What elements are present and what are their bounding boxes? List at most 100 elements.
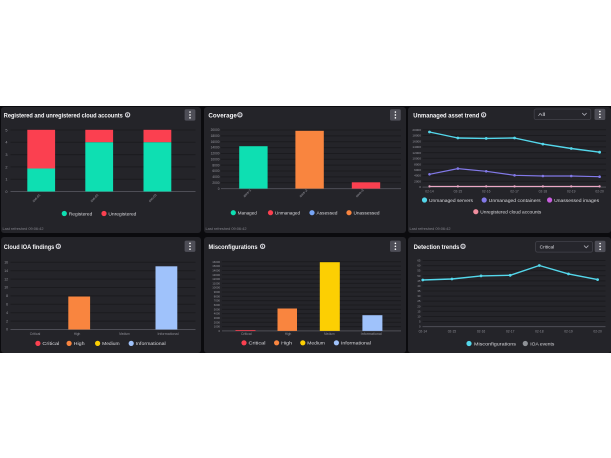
svg-text:8: 8 bbox=[6, 294, 8, 298]
svg-text:25: 25 bbox=[417, 299, 421, 303]
svg-text:50: 50 bbox=[417, 274, 421, 278]
svg-text:12: 12 bbox=[4, 277, 8, 281]
svg-text:6000: 6000 bbox=[214, 303, 221, 307]
svg-text:Medium: Medium bbox=[307, 341, 325, 347]
svg-text:Informational: Informational bbox=[361, 332, 382, 336]
svg-text:0: 0 bbox=[419, 325, 421, 329]
svg-text:0: 0 bbox=[218, 329, 220, 333]
svg-text:15: 15 bbox=[417, 309, 421, 313]
svg-text:11000: 11000 bbox=[212, 281, 220, 285]
svg-text:aws-3: aws-3 bbox=[355, 188, 365, 198]
svg-text:14000: 14000 bbox=[412, 145, 421, 149]
svg-text:02-19: 02-19 bbox=[567, 189, 576, 193]
svg-text:6000: 6000 bbox=[212, 169, 219, 173]
svg-text:16000: 16000 bbox=[211, 140, 220, 144]
svg-text:aws-1: aws-1 bbox=[242, 188, 252, 198]
svg-text:Unmanaged: Unmanaged bbox=[275, 210, 300, 216]
svg-text:10: 10 bbox=[4, 286, 8, 290]
svg-text:Registered: Registered bbox=[69, 211, 93, 217]
svg-text:9000: 9000 bbox=[214, 290, 221, 294]
svg-text:Medium: Medium bbox=[119, 332, 130, 336]
svg-text:Critical: Critical bbox=[249, 341, 266, 347]
svg-text:aws-02: aws-02 bbox=[90, 193, 100, 203]
svg-text:16: 16 bbox=[4, 261, 8, 265]
svg-text:12000: 12000 bbox=[412, 151, 421, 155]
svg-text:IOA events: IOA events bbox=[530, 341, 555, 347]
svg-text:14000: 14000 bbox=[211, 146, 220, 150]
svg-text:45: 45 bbox=[417, 279, 421, 283]
svg-text:16000: 16000 bbox=[212, 260, 220, 264]
svg-text:8000: 8000 bbox=[212, 163, 219, 167]
svg-text:Critical: Critical bbox=[540, 245, 555, 250]
svg-text:6: 6 bbox=[6, 303, 8, 307]
svg-text:20000: 20000 bbox=[412, 128, 421, 132]
svg-text:Unmanaged containers: Unmanaged containers bbox=[489, 198, 542, 204]
svg-text:Coverage: Coverage bbox=[208, 112, 237, 119]
svg-text:5000: 5000 bbox=[214, 307, 221, 311]
svg-text:Critical: Critical bbox=[42, 341, 59, 347]
svg-text:High: High bbox=[281, 341, 292, 347]
svg-text:13000: 13000 bbox=[212, 273, 220, 277]
svg-text:High: High bbox=[285, 332, 292, 336]
svg-text:7000: 7000 bbox=[214, 299, 221, 303]
svg-text:02-18: 02-18 bbox=[539, 189, 548, 193]
svg-text:5: 5 bbox=[419, 320, 421, 324]
svg-text:0: 0 bbox=[5, 190, 7, 194]
svg-text:02-20: 02-20 bbox=[593, 329, 602, 333]
svg-text:Informational: Informational bbox=[341, 341, 371, 347]
svg-text:Misconfigurations: Misconfigurations bbox=[474, 341, 517, 347]
svg-text:02-17: 02-17 bbox=[506, 329, 515, 333]
svg-text:18000: 18000 bbox=[412, 134, 421, 138]
svg-text:Unmanaged servers: Unmanaged servers bbox=[429, 198, 474, 204]
svg-text:2000: 2000 bbox=[212, 181, 219, 185]
svg-text:02-15: 02-15 bbox=[448, 329, 457, 333]
svg-text:02-14: 02-14 bbox=[425, 189, 434, 193]
svg-text:Assessed: Assessed bbox=[317, 210, 338, 216]
svg-text:20: 20 bbox=[417, 304, 421, 308]
svg-text:20000: 20000 bbox=[211, 128, 220, 132]
svg-text:8000: 8000 bbox=[214, 294, 221, 298]
svg-text:Unmanaged asset trend: Unmanaged asset trend bbox=[413, 112, 479, 119]
svg-text:02-14: 02-14 bbox=[419, 329, 428, 333]
svg-text:2: 2 bbox=[5, 165, 7, 169]
svg-text:02-17: 02-17 bbox=[510, 189, 519, 193]
svg-text:2: 2 bbox=[6, 319, 8, 323]
svg-text:65: 65 bbox=[417, 259, 421, 263]
svg-text:Medium: Medium bbox=[102, 341, 120, 347]
svg-text:Registered and unregistered cl: Registered and unregistered cloud accoun… bbox=[4, 112, 123, 119]
svg-text:Medium: Medium bbox=[324, 332, 335, 336]
svg-text:02-18: 02-18 bbox=[535, 329, 544, 333]
svg-text:High: High bbox=[74, 332, 81, 336]
svg-text:14: 14 bbox=[4, 269, 8, 273]
svg-text:Last refreshed 09:06:42: Last refreshed 09:06:42 bbox=[410, 226, 452, 231]
svg-text:Cloud IOA findings: Cloud IOA findings bbox=[4, 244, 55, 251]
svg-text:Unassessed: Unassessed bbox=[354, 210, 380, 216]
svg-text:40: 40 bbox=[417, 284, 421, 288]
svg-text:Critical: Critical bbox=[241, 332, 252, 336]
svg-text:60: 60 bbox=[417, 264, 421, 268]
svg-text:30: 30 bbox=[417, 294, 421, 298]
svg-text:aws-2: aws-2 bbox=[298, 188, 308, 198]
svg-text:Last refreshed 09:06:42: Last refreshed 09:06:42 bbox=[206, 226, 248, 231]
svg-text:1000: 1000 bbox=[214, 325, 221, 329]
svg-text:Last refreshed 09:06:42: Last refreshed 09:06:42 bbox=[3, 226, 45, 231]
svg-text:2000: 2000 bbox=[414, 179, 421, 183]
svg-text:10000: 10000 bbox=[212, 286, 220, 290]
svg-text:Critical: Critical bbox=[30, 332, 41, 336]
svg-text:Misconfigurations: Misconfigurations bbox=[209, 244, 258, 251]
svg-text:2000: 2000 bbox=[214, 320, 221, 324]
svg-text:Informational: Informational bbox=[136, 341, 166, 347]
svg-text:0: 0 bbox=[6, 328, 8, 332]
svg-text:3000: 3000 bbox=[214, 316, 221, 320]
svg-text:4: 4 bbox=[6, 311, 8, 315]
svg-text:35: 35 bbox=[417, 289, 421, 293]
svg-text:High: High bbox=[74, 341, 85, 347]
svg-text:10: 10 bbox=[417, 314, 421, 318]
svg-text:6000: 6000 bbox=[414, 168, 421, 172]
svg-text:15000: 15000 bbox=[212, 264, 220, 268]
svg-text:02-15: 02-15 bbox=[454, 189, 463, 193]
svg-text:4000: 4000 bbox=[414, 174, 421, 178]
svg-text:02-16: 02-16 bbox=[477, 329, 486, 333]
svg-text:4000: 4000 bbox=[214, 312, 221, 316]
svg-text:0: 0 bbox=[218, 187, 220, 191]
